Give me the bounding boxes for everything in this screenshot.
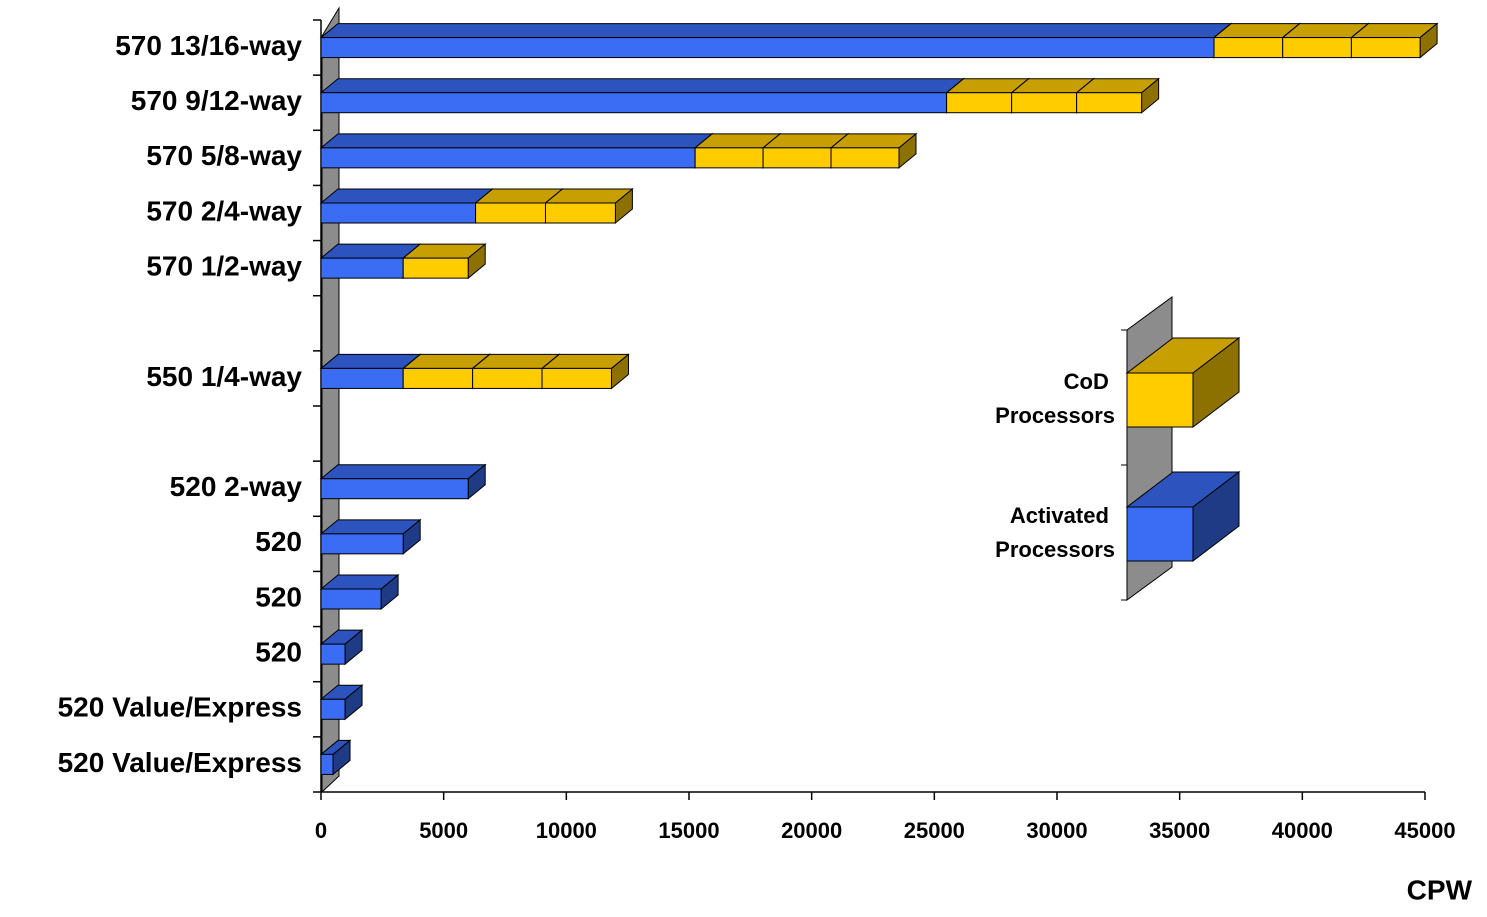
- bar: [544, 202, 616, 224]
- x-tick-label: 0: [315, 818, 327, 843]
- x-tick-label: 20000: [781, 818, 842, 843]
- y-tick-label: 520: [255, 526, 302, 557]
- legend-label: Activated Processors: [995, 503, 1115, 562]
- y-tick-label: 520 2-way: [170, 471, 303, 502]
- x-tick-label: 5000: [419, 818, 468, 843]
- bar: [541, 367, 612, 389]
- bar: [320, 698, 346, 720]
- bar: [320, 92, 948, 114]
- bar: [472, 367, 543, 389]
- bar: [1011, 92, 1078, 114]
- y-tick-label: 550 1/4-way: [146, 361, 302, 392]
- legend-label: CoD Processors: [995, 369, 1115, 428]
- bar: [320, 147, 696, 169]
- bar: [946, 92, 1013, 114]
- bar: [402, 367, 474, 389]
- bar: [320, 202, 477, 224]
- y-tick-label: 570 5/8-way: [146, 140, 302, 171]
- x-tick-label: 10000: [536, 818, 597, 843]
- y-tick-label: 520: [255, 581, 302, 612]
- bar: [762, 147, 832, 169]
- bar: [694, 147, 764, 169]
- y-tick-label: 570 2/4-way: [146, 195, 302, 226]
- bar: [320, 643, 346, 665]
- bar: [1282, 37, 1352, 59]
- bar: [320, 588, 382, 610]
- x-tick-label: 25000: [904, 818, 965, 843]
- x-axis-label: CPW: [1407, 874, 1473, 905]
- bar-top: [319, 133, 714, 149]
- back-wall: [321, 6, 340, 794]
- bar-top: [319, 23, 1233, 39]
- bar: [1213, 37, 1284, 59]
- bar-top: [319, 78, 965, 94]
- bar: [320, 533, 404, 555]
- legend-swatch: [1126, 506, 1194, 562]
- y-tick-label: 520 Value/Express: [58, 747, 302, 778]
- y-tick-label: 570 9/12-way: [131, 85, 303, 116]
- bar: [320, 37, 1215, 59]
- x-tick-label: 35000: [1149, 818, 1210, 843]
- x-tick-label: 40000: [1272, 818, 1333, 843]
- x-tick-label: 30000: [1026, 818, 1087, 843]
- bar: [320, 753, 334, 775]
- y-tick-label: 570 13/16-way: [115, 30, 302, 61]
- bar: [320, 257, 404, 279]
- y-tick-label: 570 1/2-way: [146, 251, 302, 282]
- bar-top: [319, 464, 487, 480]
- bar: [402, 257, 469, 279]
- bar: [1076, 92, 1143, 114]
- legend-swatch: [1126, 372, 1194, 428]
- x-tick-label: 15000: [658, 818, 719, 843]
- bar: [320, 367, 404, 389]
- y-tick-label: 520 Value/Express: [58, 692, 302, 723]
- bar: [475, 202, 546, 224]
- x-tick-label: 45000: [1394, 818, 1455, 843]
- y-tick-label: 520: [255, 637, 302, 668]
- bar-top: [319, 188, 494, 204]
- bar: [830, 147, 900, 169]
- bar: [320, 478, 469, 500]
- bar: [1350, 37, 1421, 59]
